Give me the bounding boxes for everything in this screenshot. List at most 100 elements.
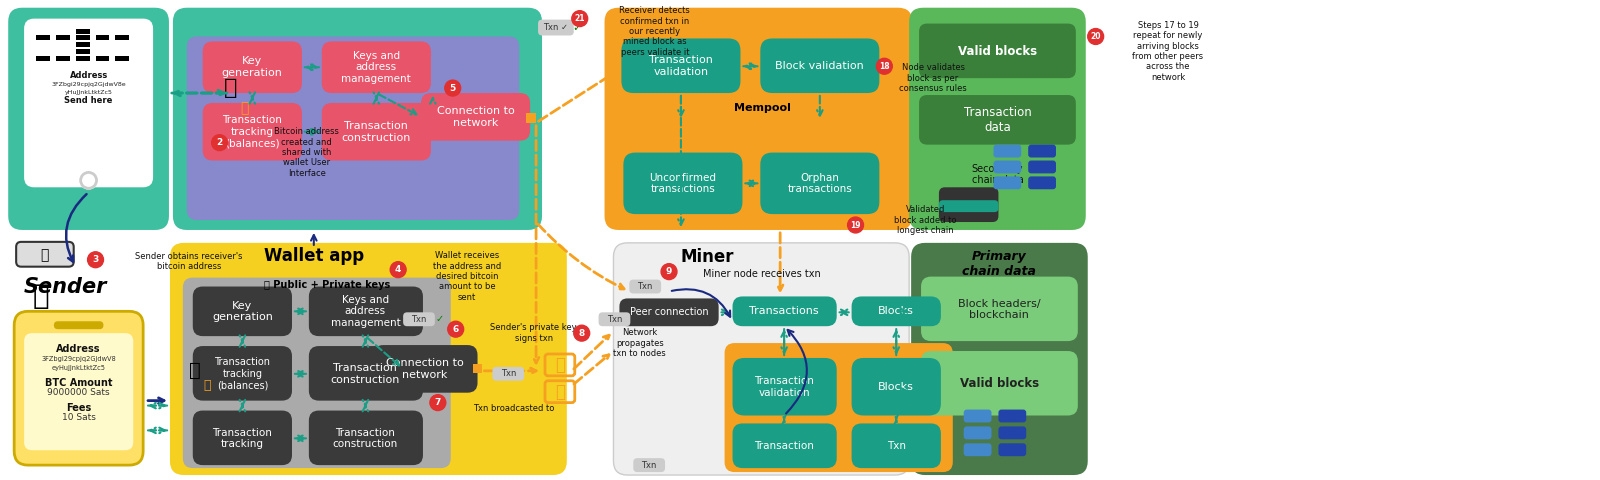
- Text: Secondary
chain data: Secondary chain data: [971, 164, 1024, 185]
- Text: ₿: ₿: [240, 101, 248, 115]
- Text: Mempool: Mempool: [734, 103, 790, 113]
- Text: 19: 19: [850, 220, 861, 229]
- Circle shape: [1088, 28, 1104, 45]
- Text: BTC Amount: BTC Amount: [45, 378, 112, 388]
- Text: ✓: ✓: [573, 23, 581, 33]
- Text: Key
generation: Key generation: [211, 300, 274, 322]
- Text: Fees: Fees: [66, 403, 91, 413]
- FancyBboxPatch shape: [616, 103, 909, 222]
- FancyBboxPatch shape: [994, 144, 1021, 157]
- Text: Transactions: Transactions: [749, 306, 819, 316]
- Bar: [56, 56, 70, 61]
- FancyBboxPatch shape: [998, 444, 1026, 456]
- FancyBboxPatch shape: [598, 312, 630, 326]
- FancyBboxPatch shape: [994, 176, 1021, 189]
- FancyBboxPatch shape: [309, 287, 422, 336]
- FancyBboxPatch shape: [182, 277, 451, 468]
- Text: Steps 17 to 19
repeat for newly
arriving blocks
from other peers
across the
netw: Steps 17 to 19 repeat for newly arriving…: [1133, 21, 1203, 82]
- Text: Transaction
tracking: Transaction tracking: [213, 428, 272, 449]
- Text: Transaction
tracking
(balances): Transaction tracking (balances): [222, 115, 282, 148]
- Text: Txn: Txn: [642, 461, 658, 469]
- Text: Wallet app: Wallet app: [264, 247, 363, 265]
- Text: Txn: Txn: [886, 441, 906, 451]
- Text: Bitcoin address
created and
shared with
wallet User
Interface: Bitcoin address created and shared with …: [274, 127, 339, 178]
- Bar: [115, 56, 130, 61]
- Bar: [35, 56, 50, 61]
- FancyBboxPatch shape: [939, 200, 998, 212]
- Text: 🖥: 🖥: [555, 356, 565, 374]
- Text: ₿: ₿: [203, 379, 211, 392]
- Text: 20: 20: [1091, 32, 1101, 41]
- Text: Blocks: Blocks: [878, 382, 914, 392]
- FancyBboxPatch shape: [1029, 176, 1056, 189]
- FancyBboxPatch shape: [963, 426, 992, 439]
- FancyBboxPatch shape: [939, 187, 998, 222]
- Text: 5: 5: [450, 84, 456, 93]
- FancyBboxPatch shape: [998, 426, 1026, 439]
- Text: Primary
chain data: Primary chain data: [963, 250, 1037, 278]
- Text: Transaction
validation: Transaction validation: [650, 56, 714, 77]
- Text: 18: 18: [878, 62, 890, 71]
- FancyBboxPatch shape: [421, 93, 530, 141]
- Text: eyHuJJnkLtktZc5: eyHuJJnkLtktZc5: [51, 365, 106, 371]
- FancyBboxPatch shape: [309, 410, 422, 465]
- FancyBboxPatch shape: [760, 38, 880, 93]
- FancyBboxPatch shape: [373, 345, 477, 393]
- FancyBboxPatch shape: [1029, 160, 1056, 173]
- Circle shape: [390, 262, 406, 277]
- FancyBboxPatch shape: [309, 346, 422, 401]
- FancyBboxPatch shape: [8, 8, 170, 230]
- Text: Sender obtains receiver's
bitcoin address: Sender obtains receiver's bitcoin addres…: [136, 252, 243, 271]
- Text: Transaction
validation: Transaction validation: [754, 376, 814, 397]
- FancyBboxPatch shape: [170, 243, 566, 475]
- Text: 🔑 Public + Private keys: 🔑 Public + Private keys: [264, 279, 390, 289]
- Text: Wallet receives
the address and
desired bitcoin
amount to be
sent: Wallet receives the address and desired …: [434, 252, 501, 302]
- Text: Miner: Miner: [682, 248, 734, 266]
- Text: Network
propagates
txn to nodes: Network propagates txn to nodes: [613, 328, 666, 358]
- Text: Connection to
network: Connection to network: [437, 106, 515, 128]
- Text: 📱: 📱: [40, 248, 50, 262]
- Text: 📲: 📲: [32, 282, 50, 311]
- Text: Connection to
network: Connection to network: [386, 358, 464, 380]
- FancyBboxPatch shape: [192, 346, 291, 401]
- Text: Transaction
data: Transaction data: [963, 106, 1032, 134]
- Text: Receiver detects
confirmed txn in
our recently
mined block as
peers validate it: Receiver detects confirmed txn in our re…: [619, 6, 690, 57]
- FancyBboxPatch shape: [322, 103, 430, 160]
- FancyBboxPatch shape: [14, 312, 142, 465]
- FancyBboxPatch shape: [922, 351, 1078, 416]
- Text: Miner node receives txn: Miner node receives txn: [702, 269, 821, 278]
- FancyBboxPatch shape: [629, 279, 661, 293]
- Text: 3: 3: [93, 255, 99, 264]
- Text: Block validation: Block validation: [776, 61, 864, 71]
- Text: Unconfirmed
transactions: Unconfirmed transactions: [650, 172, 717, 194]
- FancyBboxPatch shape: [998, 409, 1026, 422]
- FancyBboxPatch shape: [493, 367, 525, 381]
- FancyBboxPatch shape: [24, 19, 154, 187]
- Bar: [115, 36, 130, 40]
- Circle shape: [574, 325, 590, 341]
- FancyBboxPatch shape: [910, 243, 1088, 475]
- Text: Txn: Txn: [637, 282, 653, 291]
- FancyBboxPatch shape: [203, 41, 302, 93]
- Text: Sender's private key
signs txn: Sender's private key signs txn: [491, 324, 578, 343]
- FancyBboxPatch shape: [54, 321, 104, 329]
- FancyBboxPatch shape: [34, 24, 142, 63]
- Bar: [75, 42, 90, 48]
- Text: 4: 4: [395, 265, 402, 274]
- FancyBboxPatch shape: [203, 103, 302, 160]
- Text: Sender: Sender: [24, 276, 107, 297]
- FancyBboxPatch shape: [187, 36, 520, 220]
- FancyBboxPatch shape: [613, 243, 909, 475]
- Bar: [56, 36, 70, 40]
- Circle shape: [448, 321, 464, 337]
- Text: Send here: Send here: [64, 96, 112, 106]
- Text: 9: 9: [666, 267, 672, 276]
- Bar: [96, 56, 109, 61]
- FancyBboxPatch shape: [963, 409, 992, 422]
- Text: 21: 21: [574, 14, 586, 23]
- Text: 7: 7: [435, 398, 442, 407]
- FancyBboxPatch shape: [760, 153, 880, 214]
- Text: 3FZbgi29cpjq2GjdwV8: 3FZbgi29cpjq2GjdwV8: [42, 356, 117, 362]
- Text: Peer connection: Peer connection: [630, 307, 709, 317]
- Text: Address: Address: [56, 344, 101, 354]
